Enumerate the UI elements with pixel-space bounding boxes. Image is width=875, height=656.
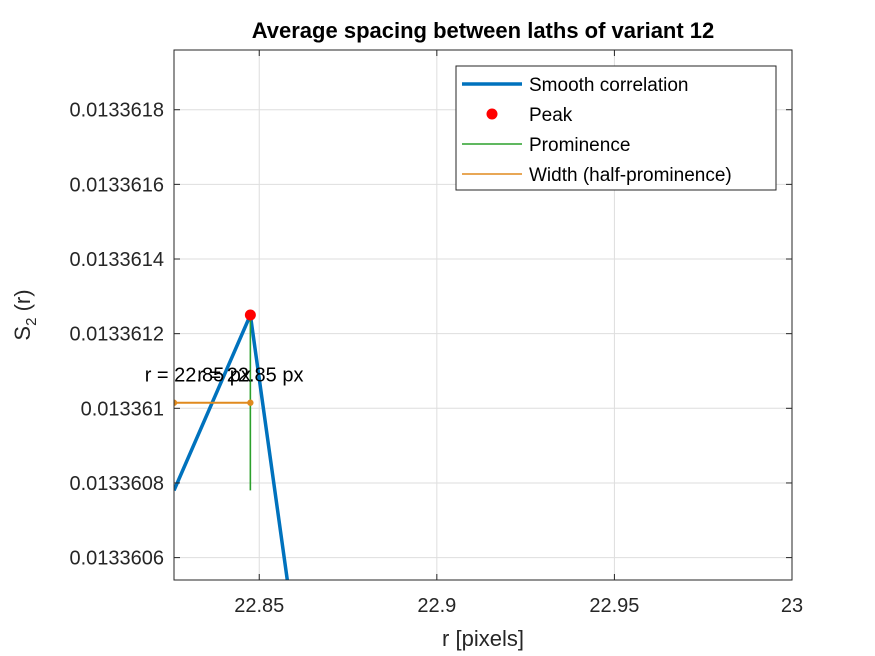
y-axis-label: S2 (r) <box>10 289 40 340</box>
legend-entry-label: Width (half-prominence) <box>529 165 732 186</box>
legend-box <box>455 65 777 191</box>
plot-frame <box>173 49 793 581</box>
legend: Smooth correlation Peak Prominence Width (h… <box>455 65 777 191</box>
y-axis-label-tail: (r) <box>10 289 35 317</box>
x-tick-label: 22.95 <box>589 595 639 617</box>
y-axis-label-subscript: 2 <box>23 318 40 326</box>
y-tick-label: 0.0133606 <box>69 548 164 570</box>
y-axis-label-main: S <box>10 326 35 341</box>
y-tick-label: 0.0133616 <box>69 174 164 196</box>
series-peak-marker <box>244 309 256 321</box>
y-tick-label: 0.013361 <box>81 398 164 420</box>
x-tick-label: 23 <box>781 595 803 617</box>
annotation-label: r = 22.85 px <box>197 365 303 387</box>
legend-entry-label: Smooth correlation <box>529 75 688 96</box>
legend-swatch-marker <box>486 108 498 120</box>
series-layer <box>174 309 290 580</box>
chart-title: Average spacing between laths of variant… <box>252 18 715 43</box>
y-tick-label: 0.0133614 <box>69 249 164 271</box>
ticks: 22.85 22.9 22.95 23 0.0133606 0.0133608 0.0133… <box>69 50 803 617</box>
legend-entry-label: Prominence <box>529 135 630 156</box>
y-tick-label: 0.0133618 <box>69 100 164 122</box>
x-tick-label: 22.85 <box>234 595 284 617</box>
legend-entry-label: Peak <box>529 105 573 126</box>
y-tick-label: 0.0133612 <box>69 324 164 346</box>
series-width-endpoint <box>247 399 254 406</box>
x-axis-label: r [pixels] <box>442 626 524 651</box>
x-tick-label: 22.9 <box>417 595 456 617</box>
annotation-label: r = 22.85 px <box>145 365 251 387</box>
series-width-endpoint <box>174 399 178 406</box>
y-tick-label: 0.0133608 <box>69 473 164 495</box>
annotations: r = 22.85 pxr = 22.85 px <box>145 365 304 387</box>
